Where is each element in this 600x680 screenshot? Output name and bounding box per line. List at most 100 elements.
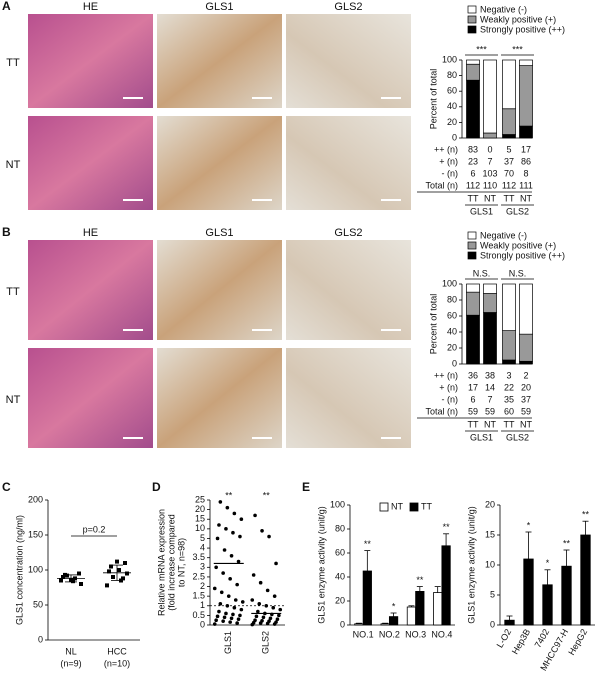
- bar: [504, 619, 515, 626]
- x-tick-label: NT: [484, 193, 496, 203]
- table-row-label: - (n): [442, 394, 459, 404]
- group-label: GLS1: [470, 206, 493, 216]
- significance: **: [416, 575, 424, 585]
- point: [256, 609, 260, 614]
- point: [115, 559, 119, 564]
- histology-image: [286, 348, 411, 448]
- point: [121, 576, 125, 581]
- histology-image: [157, 14, 282, 108]
- bar: [415, 591, 425, 626]
- column-label: GLS1: [205, 1, 233, 13]
- y-tick-label: 20: [485, 499, 495, 509]
- point: [123, 561, 127, 565]
- panel-letter: E: [302, 480, 310, 494]
- table-cell: 7: [487, 394, 492, 404]
- significance: **: [563, 538, 571, 548]
- point: [275, 617, 280, 622]
- annotation: p=0.2: [83, 524, 106, 534]
- significance: N.S.: [509, 268, 527, 278]
- point: [235, 582, 239, 587]
- y-tick-label: 60: [447, 86, 457, 96]
- legend-label: Weakly positive (+): [480, 240, 556, 250]
- histology-image: [28, 240, 153, 340]
- x-tick-label: TT: [504, 419, 515, 429]
- point: [228, 577, 232, 581]
- bar-segment: [502, 108, 516, 135]
- y-tick-label: 20: [195, 504, 205, 514]
- point: [221, 619, 225, 623]
- histology-image: [157, 348, 282, 448]
- table-row-label: Total (n): [425, 406, 458, 416]
- histology-image: [286, 116, 411, 210]
- bar: [542, 584, 553, 626]
- y-axis-label: (fold increase compared: [166, 514, 176, 611]
- y-tick-label: 2: [200, 581, 205, 591]
- table-cell: 23: [468, 156, 478, 166]
- y-tick-label: 3: [200, 562, 205, 572]
- point: [238, 613, 242, 618]
- table-row-label: Total (n): [425, 180, 458, 190]
- point: [264, 603, 269, 608]
- bar-segment: [519, 283, 533, 335]
- table-row-label: ++ (n): [434, 144, 458, 154]
- legend-label: Strongly positive (++): [480, 250, 565, 260]
- point: [61, 575, 65, 579]
- point: [261, 615, 266, 620]
- bar-segment: [466, 314, 480, 365]
- point: [232, 511, 237, 516]
- y-tick-label: 40: [447, 101, 457, 111]
- point: [224, 527, 228, 531]
- point: [217, 609, 221, 614]
- x-tick-label: GLS1: [223, 631, 233, 654]
- point: [111, 575, 115, 579]
- legend-swatch: [467, 5, 477, 14]
- table-cell: 35: [504, 394, 514, 404]
- table-row-label: - (n): [442, 168, 459, 178]
- histology-image: [28, 116, 153, 210]
- group-label: GLS1: [470, 432, 493, 442]
- point: [260, 528, 264, 533]
- x-tick-label: NL: [65, 646, 77, 656]
- table-cell: 6: [470, 394, 475, 404]
- bar-segment: [502, 359, 516, 365]
- column-label: GLS2: [334, 227, 362, 239]
- significance: *: [527, 520, 531, 530]
- table-cell: 7: [487, 156, 492, 166]
- point: [257, 602, 262, 606]
- y-tick-label: 0.5: [192, 610, 205, 620]
- bar: [441, 545, 451, 626]
- point: [222, 615, 227, 620]
- table-cell: 5: [506, 144, 511, 154]
- bar: [380, 623, 390, 626]
- x-tick-label: L-O2: [495, 627, 514, 649]
- table-cell: 37: [521, 394, 531, 404]
- table-cell: 20: [521, 382, 531, 392]
- row-label: NT: [6, 159, 21, 171]
- bar-segment: [483, 132, 497, 139]
- y-tick-label: 40: [447, 326, 457, 336]
- y-tick-label: 20: [335, 595, 345, 605]
- table-cell: 59: [485, 406, 495, 416]
- point: [229, 616, 234, 621]
- point: [215, 536, 220, 541]
- point: [221, 571, 225, 575]
- point: [238, 534, 242, 539]
- table-cell: 83: [468, 144, 478, 154]
- significance: **: [225, 490, 233, 500]
- y-tick-label: 2.5: [192, 571, 205, 581]
- x-tick-note: (n=9): [60, 658, 81, 668]
- row-label: NT: [6, 394, 21, 406]
- table-cell: 59: [521, 406, 531, 416]
- y-axis-label: GLS1 enzyme activity (unit/g): [466, 506, 476, 624]
- bar: [561, 565, 572, 626]
- x-tick-label: NT: [484, 419, 496, 429]
- point: [239, 517, 244, 522]
- bar-segment: [483, 59, 497, 134]
- y-axis-label: Percent of total: [428, 69, 438, 130]
- significance: **: [364, 539, 372, 549]
- point: [59, 578, 63, 583]
- y-tick-label: 0: [452, 132, 457, 142]
- y-tick-label: 100: [28, 564, 43, 574]
- legend-swatch: [467, 15, 477, 24]
